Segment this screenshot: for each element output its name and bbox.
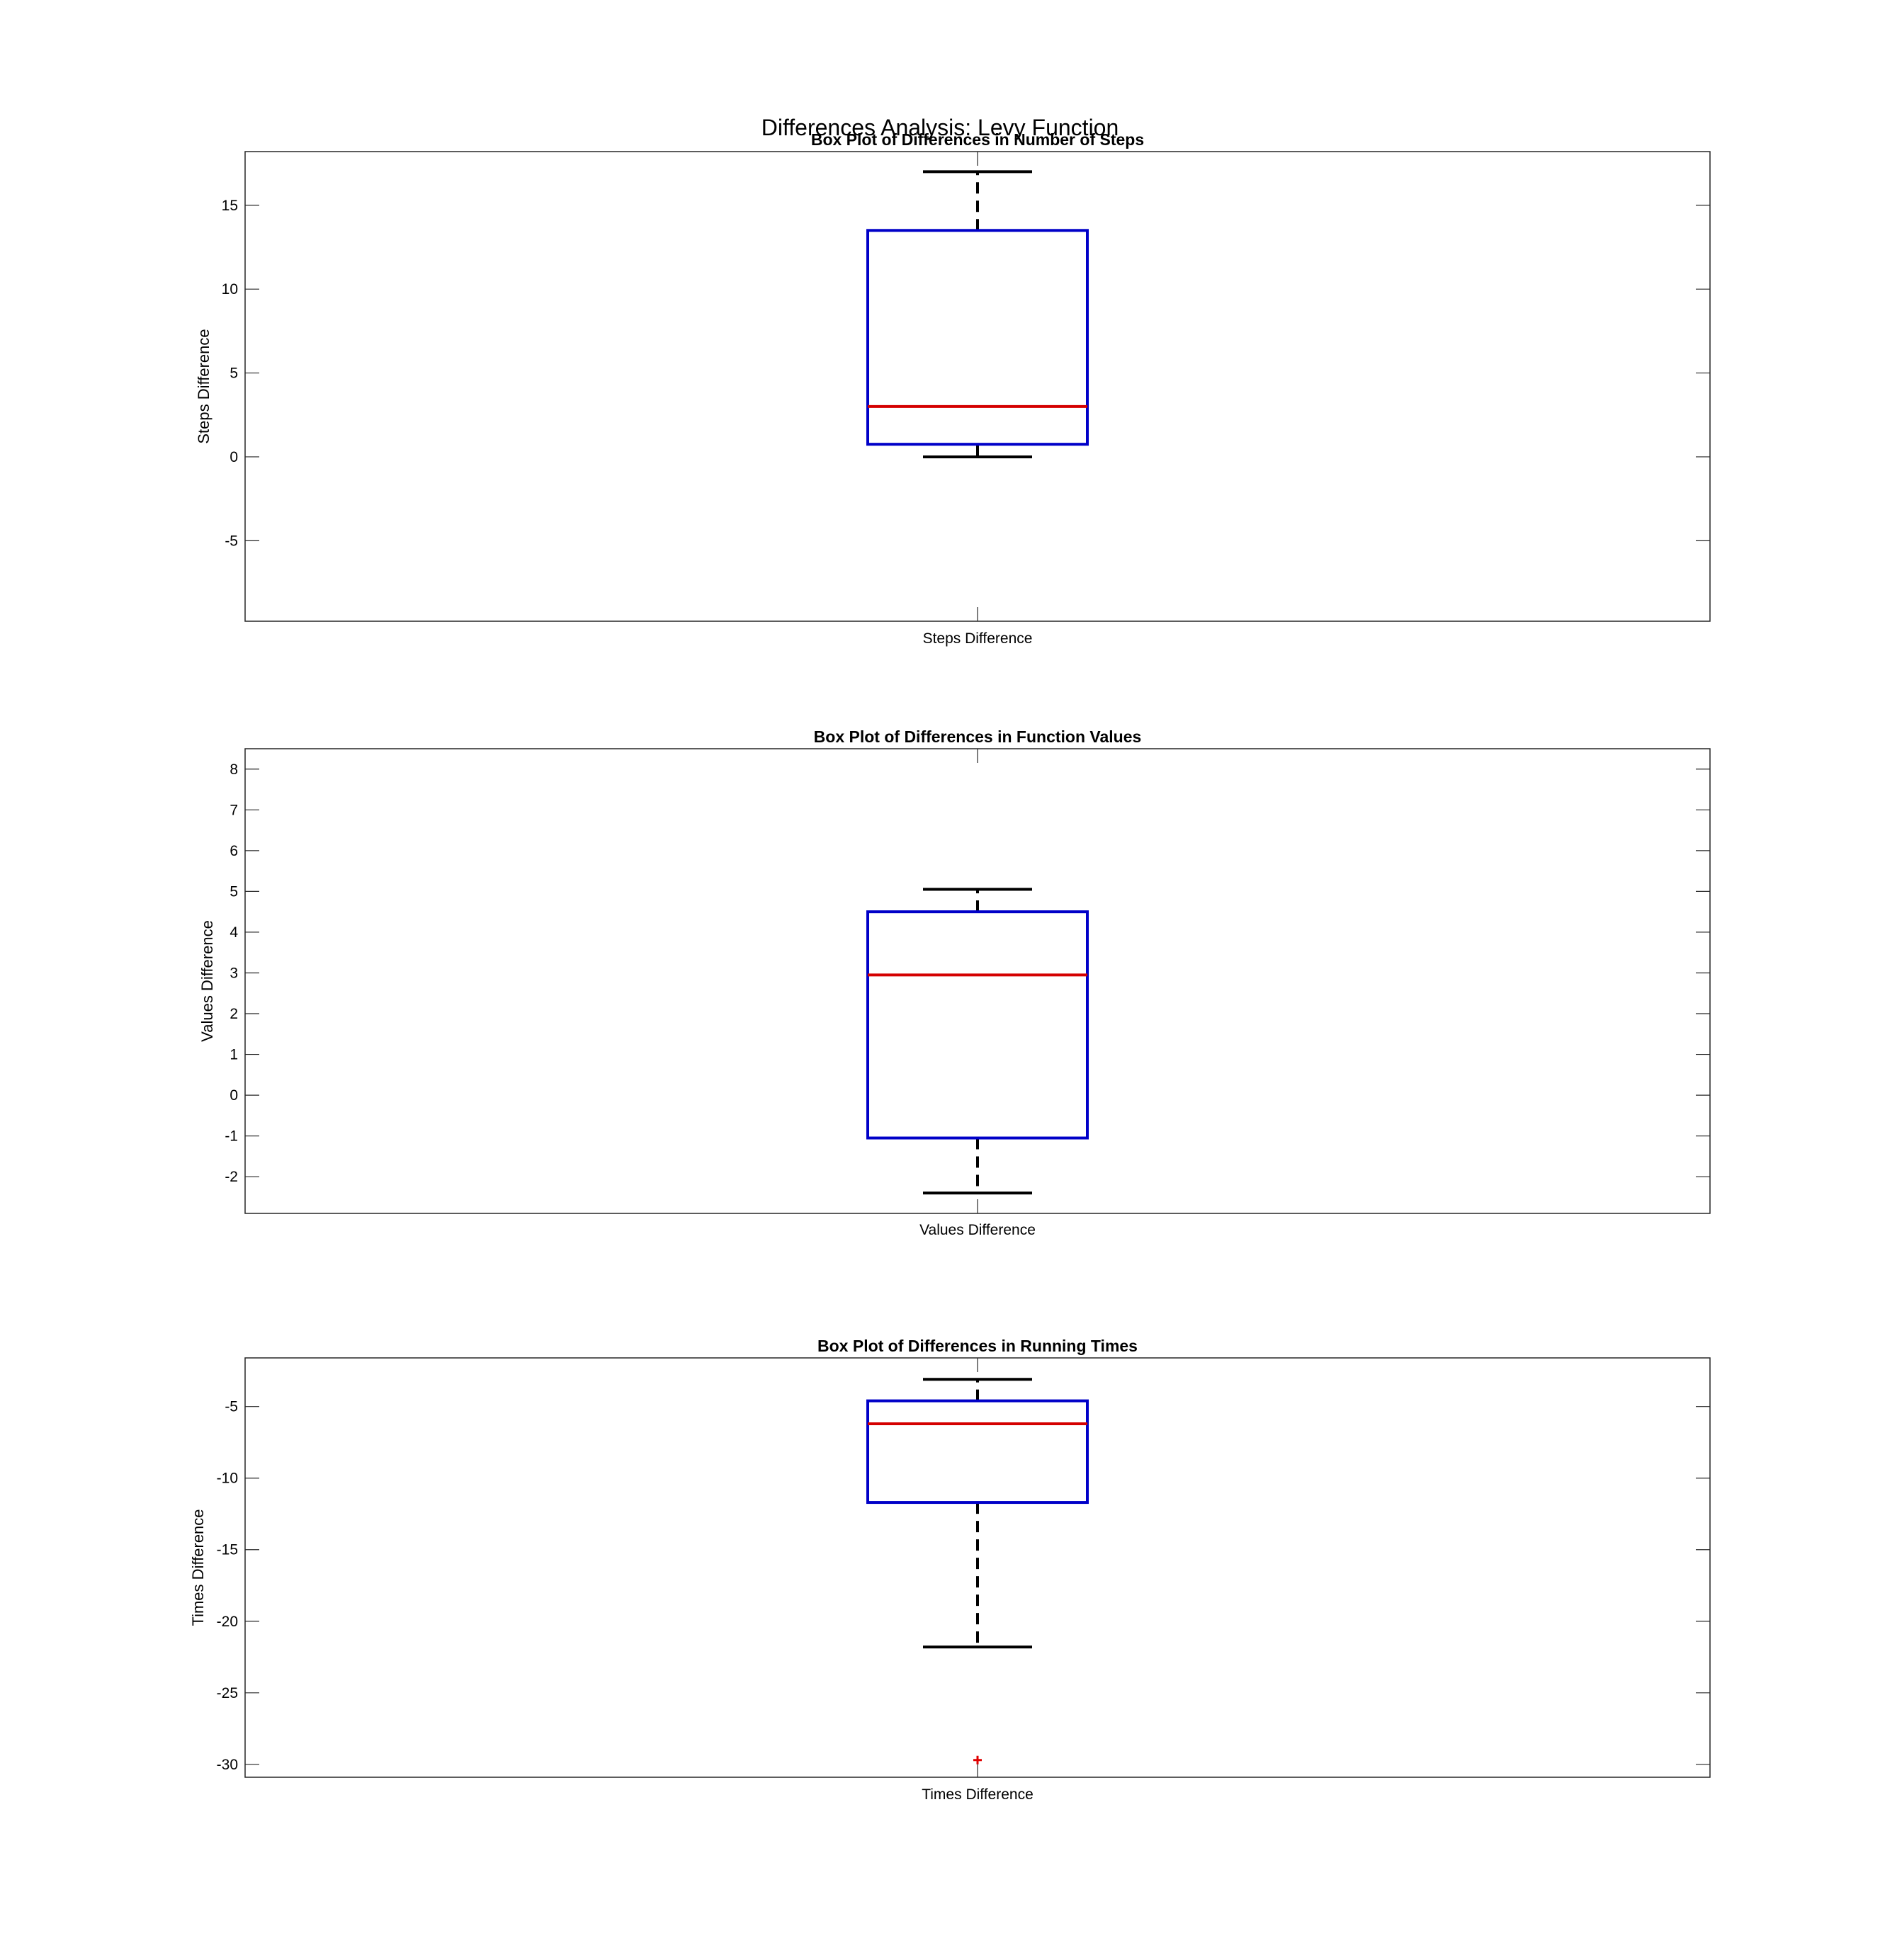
- y-tick-label: 1: [230, 1047, 238, 1063]
- y-tick-label: -25: [217, 1685, 238, 1701]
- y-tick-label: 2: [230, 1006, 238, 1022]
- iqr-box: [866, 910, 1089, 1140]
- y-tick-label: 15: [222, 198, 238, 214]
- y-tick-label: 5: [230, 366, 238, 382]
- figure-title: Differences Analysis: Levy Function: [761, 115, 1119, 140]
- y-axis-label: Times Difference: [189, 1509, 207, 1626]
- panel-title: Box Plot of Differences in Running Times: [817, 1337, 1138, 1355]
- y-tick-label: 4: [230, 924, 238, 941]
- iqr-box: [866, 229, 1089, 446]
- outlier-marker: [973, 1755, 982, 1764]
- x-tick-label: Times Difference: [922, 1786, 1034, 1803]
- x-tick-label: Values Difference: [919, 1222, 1036, 1238]
- panel-title: Box Plot of Differences in Number of Ste…: [811, 130, 1144, 149]
- y-axis-label: Values Difference: [198, 920, 216, 1042]
- y-axis-label: Steps Difference: [195, 329, 213, 443]
- y-tick-label: 3: [230, 965, 238, 981]
- y-tick-label: -20: [217, 1614, 238, 1630]
- y-tick-label: 0: [230, 449, 238, 465]
- y-tick-label: -5: [225, 533, 238, 549]
- boxplot-panel-3: -30 -25 -20 -15 -10 -5 Times Difference Box Plo…: [189, 1337, 1711, 1803]
- panel-title: Box Plot of Differences in Function Valu…: [814, 727, 1142, 746]
- boxplot-panel-2: -2 -1 0 1 2 3 4 5 6 7 8 Values Difference Box Plot o…: [198, 727, 1711, 1238]
- y-tick-label: -5: [225, 1399, 238, 1415]
- y-tick-label: 0: [230, 1087, 238, 1104]
- x-tick-label: Steps Difference: [923, 630, 1033, 647]
- boxplot-panel-1: -5 0 5 10 15 Steps Difference Box Plot of Diff…: [195, 130, 1711, 647]
- y-tick-label: -15: [217, 1542, 238, 1558]
- y-tick-label: -2: [225, 1169, 238, 1185]
- y-tick-label: -10: [217, 1471, 238, 1487]
- y-tick-label: -1: [225, 1128, 238, 1145]
- y-tick-label: 8: [230, 761, 238, 778]
- iqr-box: [866, 1399, 1089, 1505]
- y-tick-label: -30: [217, 1757, 238, 1773]
- y-tick-label: 7: [230, 802, 238, 818]
- y-tick-label: 5: [230, 883, 238, 900]
- axes-frame: [244, 748, 1711, 1214]
- y-tick-label: 10: [222, 281, 238, 298]
- y-tick-label: 6: [230, 843, 238, 859]
